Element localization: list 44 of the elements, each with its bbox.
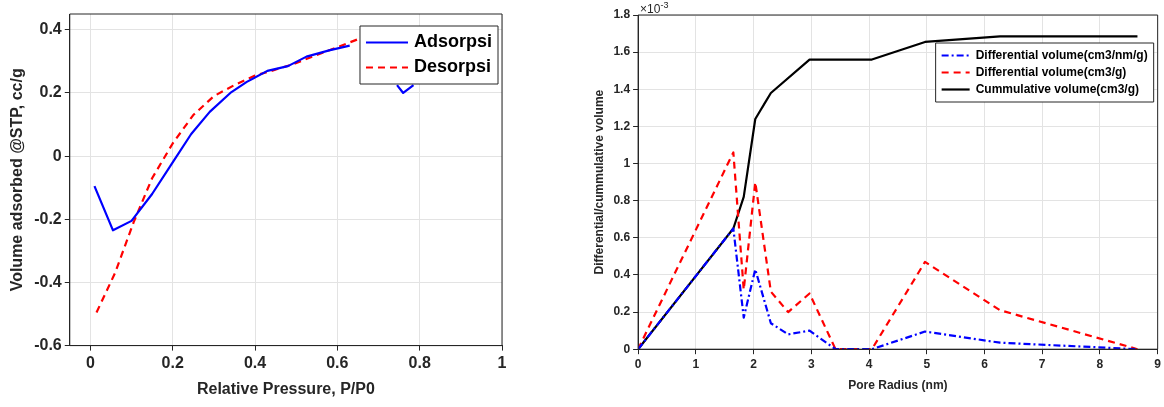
y-tick-label: 0.4 — [613, 267, 631, 282]
legend-label: Differential volume(cm3/g) — [975, 64, 1127, 79]
legend-label: Cummulative volume(cm3/g) — [975, 81, 1140, 96]
x-tick-label: 0.2 — [161, 353, 184, 371]
x-tick-label: 0 — [85, 353, 95, 371]
y-tick-label: -0.2 — [34, 209, 62, 227]
x-tick-label: 2 — [750, 356, 758, 371]
y-tick-label: 0 — [623, 341, 631, 356]
x-tick-label: 0.4 — [243, 353, 267, 371]
x-tick-label: 5 — [923, 356, 931, 371]
annotation: ×10$^{-3}$ — [640, 0, 669, 16]
y-tick-label: 1.2 — [613, 118, 631, 133]
y-tick-label: 0.8 — [613, 192, 631, 207]
line-series — [95, 38, 360, 314]
x-tick-label: 1 — [692, 356, 700, 371]
x-tick-label: 4 — [865, 356, 873, 371]
y-tick-label: -0.6 — [34, 336, 62, 354]
x-tick-label: 0.6 — [326, 353, 349, 371]
y-tick-label: 1.4 — [613, 81, 631, 96]
y-axis-title: Differential/cummulative volume — [591, 89, 606, 275]
x-axis-title: Relative Pressure, P/P0 — [196, 379, 375, 397]
x-tick-label: 7 — [1038, 356, 1046, 371]
legend-label: Desorpsi — [413, 56, 492, 77]
y-tick-label: 0.4 — [39, 20, 62, 38]
x-tick-label: 3 — [807, 356, 815, 371]
line-series — [638, 151, 1139, 350]
y-tick-label: 0.2 — [39, 83, 62, 101]
y-tick-label: 0.6 — [613, 230, 631, 245]
x-tick-label: 0.8 — [408, 353, 431, 371]
legend-label: Differential volume(cm3/nm/g) — [975, 47, 1148, 62]
y-tick-label: 1.8 — [613, 7, 631, 22]
x-tick-label: 6 — [981, 356, 989, 371]
x-tick-label: 9 — [1154, 356, 1162, 371]
y-tick-label: 0.2 — [613, 304, 631, 319]
y-tick-label: -0.4 — [34, 272, 62, 290]
y-tick-label: 0 — [52, 146, 62, 164]
x-tick-label: 8 — [1096, 356, 1104, 371]
x-tick-label: 0 — [634, 356, 642, 371]
y-axis-title: Volume adsorbed @STP, cc/g — [8, 68, 26, 292]
y-tick-label: 1.6 — [613, 44, 631, 59]
legend-label: Adsorpsi — [413, 31, 492, 52]
x-axis-title: Pore Radius (nm) — [848, 378, 948, 393]
x-tick-label: 1 — [497, 353, 507, 371]
y-tick-label: 1 — [623, 155, 631, 170]
